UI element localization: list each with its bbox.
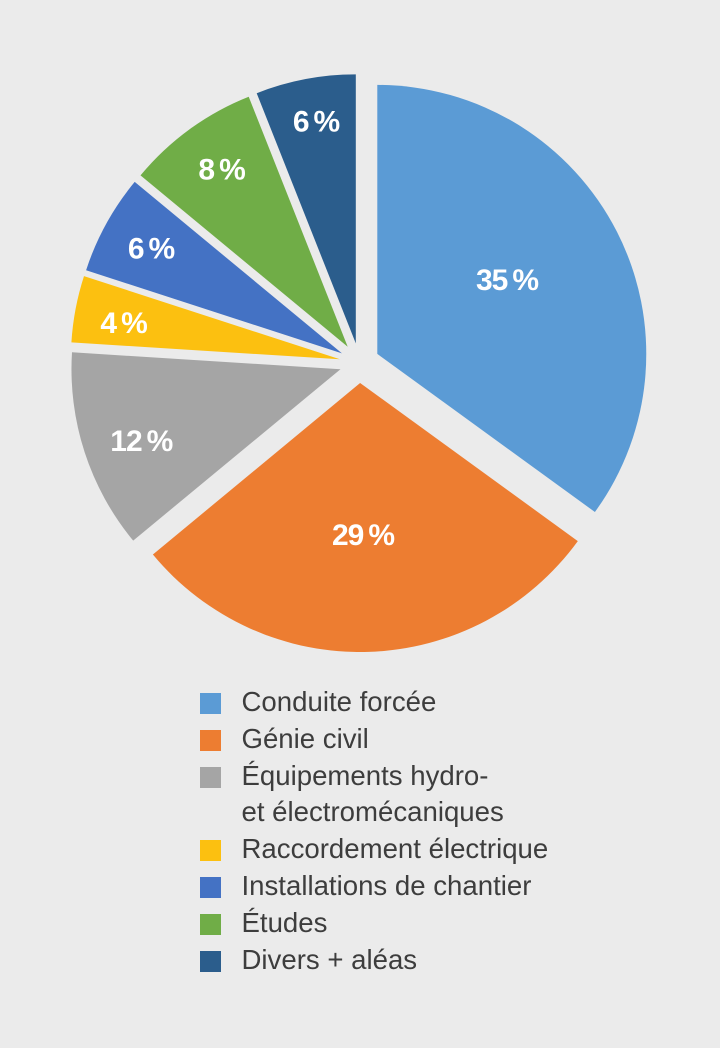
svg-text:6 %: 6 %	[293, 105, 340, 138]
svg-text:12 %: 12 %	[110, 425, 172, 458]
svg-text:6 %: 6 %	[128, 232, 175, 265]
svg-text:8 %: 8 %	[198, 153, 245, 186]
svg-text:35 %: 35 %	[476, 264, 538, 297]
svg-text:4 %: 4 %	[100, 307, 147, 340]
svg-text:29 %: 29 %	[332, 519, 394, 552]
